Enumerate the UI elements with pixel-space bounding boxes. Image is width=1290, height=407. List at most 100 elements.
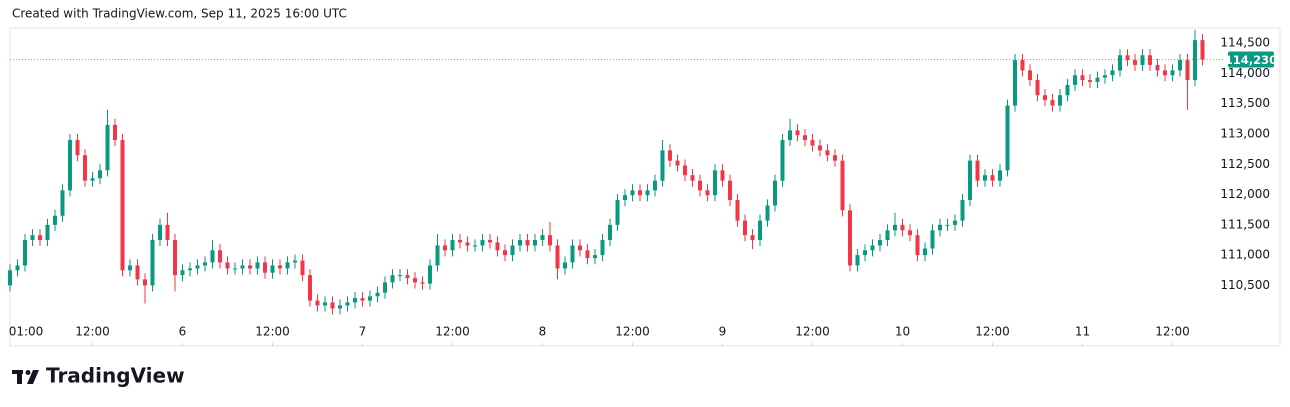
candle-body [135,265,140,280]
candle-body [113,124,117,141]
candle-body [623,195,627,201]
candle-body [1020,60,1025,71]
candle-body [878,240,882,246]
candle-body [105,124,110,171]
candle-body [1028,70,1032,81]
candle-body [293,260,297,263]
candle-body [735,200,740,221]
candle-body [1118,55,1122,71]
candle-body [923,248,927,256]
candle-body [270,265,275,273]
candle-body [1080,75,1085,81]
x-tick-label: 7 [359,325,367,339]
candle-body [375,292,380,297]
candle-body [848,210,852,266]
candle-body [53,215,57,225]
x-tick-label: 01:00 [9,325,44,339]
candle-body [615,200,620,225]
candle-body [1050,100,1055,106]
candle-body [83,155,87,181]
candle-body [1193,40,1197,81]
candle-body [30,235,35,240]
candle-body [810,140,815,146]
candle-body [443,245,447,251]
candle-body [195,265,200,269]
candle-body [1043,95,1047,101]
y-tick-label: 112,500 [1220,157,1270,171]
candle-body [600,240,605,256]
candle-body [908,230,912,236]
candle-body [840,160,845,211]
y-tick-label: 114,000 [1220,66,1270,80]
candle-body [450,240,455,251]
candle-body [750,235,755,240]
candle-body [645,190,650,196]
candle-body [653,180,657,191]
candle-body [120,140,125,271]
x-tick-label: 10 [895,325,910,339]
candle-body [420,282,425,284]
candle-body [863,250,867,256]
candle-body [315,300,320,306]
candle-body [570,245,575,263]
candle-body [398,275,402,277]
candle-body [1125,55,1130,61]
candle-body [1058,95,1062,106]
candle-body [45,224,50,240]
candle-body [548,235,552,246]
candle-body [683,165,687,176]
x-tick-label: 12:00 [435,325,470,339]
candle-body [540,235,545,240]
candle-body [728,180,732,201]
candle-body [720,170,725,181]
candle-body [90,178,95,181]
candle-body [308,275,312,301]
candle-body [833,155,837,161]
candle-body [263,262,267,273]
candle-body [300,260,305,276]
candle-body [150,240,155,286]
candle-body [1005,105,1010,171]
last-price-box [1228,51,1274,68]
candle-body [248,265,252,269]
candle-body [8,270,12,286]
x-tick-label: 11 [1075,325,1090,339]
candle-body [1148,55,1152,65]
candle-body [180,270,185,276]
candle-body [60,190,65,216]
candle-body [915,235,920,256]
candle-body [510,245,515,256]
candle-body [488,240,492,243]
x-tick-label: 12:00 [1155,325,1190,339]
candle-body [983,175,987,181]
candle-body [503,250,507,256]
candle-body [143,279,147,286]
candle-body [968,160,972,201]
candle-body [900,224,905,231]
x-tick-label: 12:00 [795,325,830,339]
brand: TradingView [46,364,185,388]
candle-body [975,160,980,181]
candle-body [780,140,785,181]
candle-body [1133,60,1137,65]
candle-body [345,302,350,306]
candle-body [1103,75,1107,78]
candle-body [698,180,702,191]
candle-body [675,160,680,166]
candle-body [495,242,500,251]
candle-body [473,245,477,247]
candle-body [480,240,485,246]
last-price-label: 114,230 [1225,53,1277,67]
candle-body [630,190,635,196]
candle-body [203,262,207,266]
candle-body [885,230,890,240]
x-tick-label: 12:00 [615,325,650,339]
candle-body [1110,70,1115,76]
y-tick-label: 114,500 [1220,36,1270,50]
candle-body [218,250,222,263]
candle-body [1200,40,1205,60]
candle-body [803,135,807,141]
logo [12,370,39,384]
candle-body [593,255,597,259]
